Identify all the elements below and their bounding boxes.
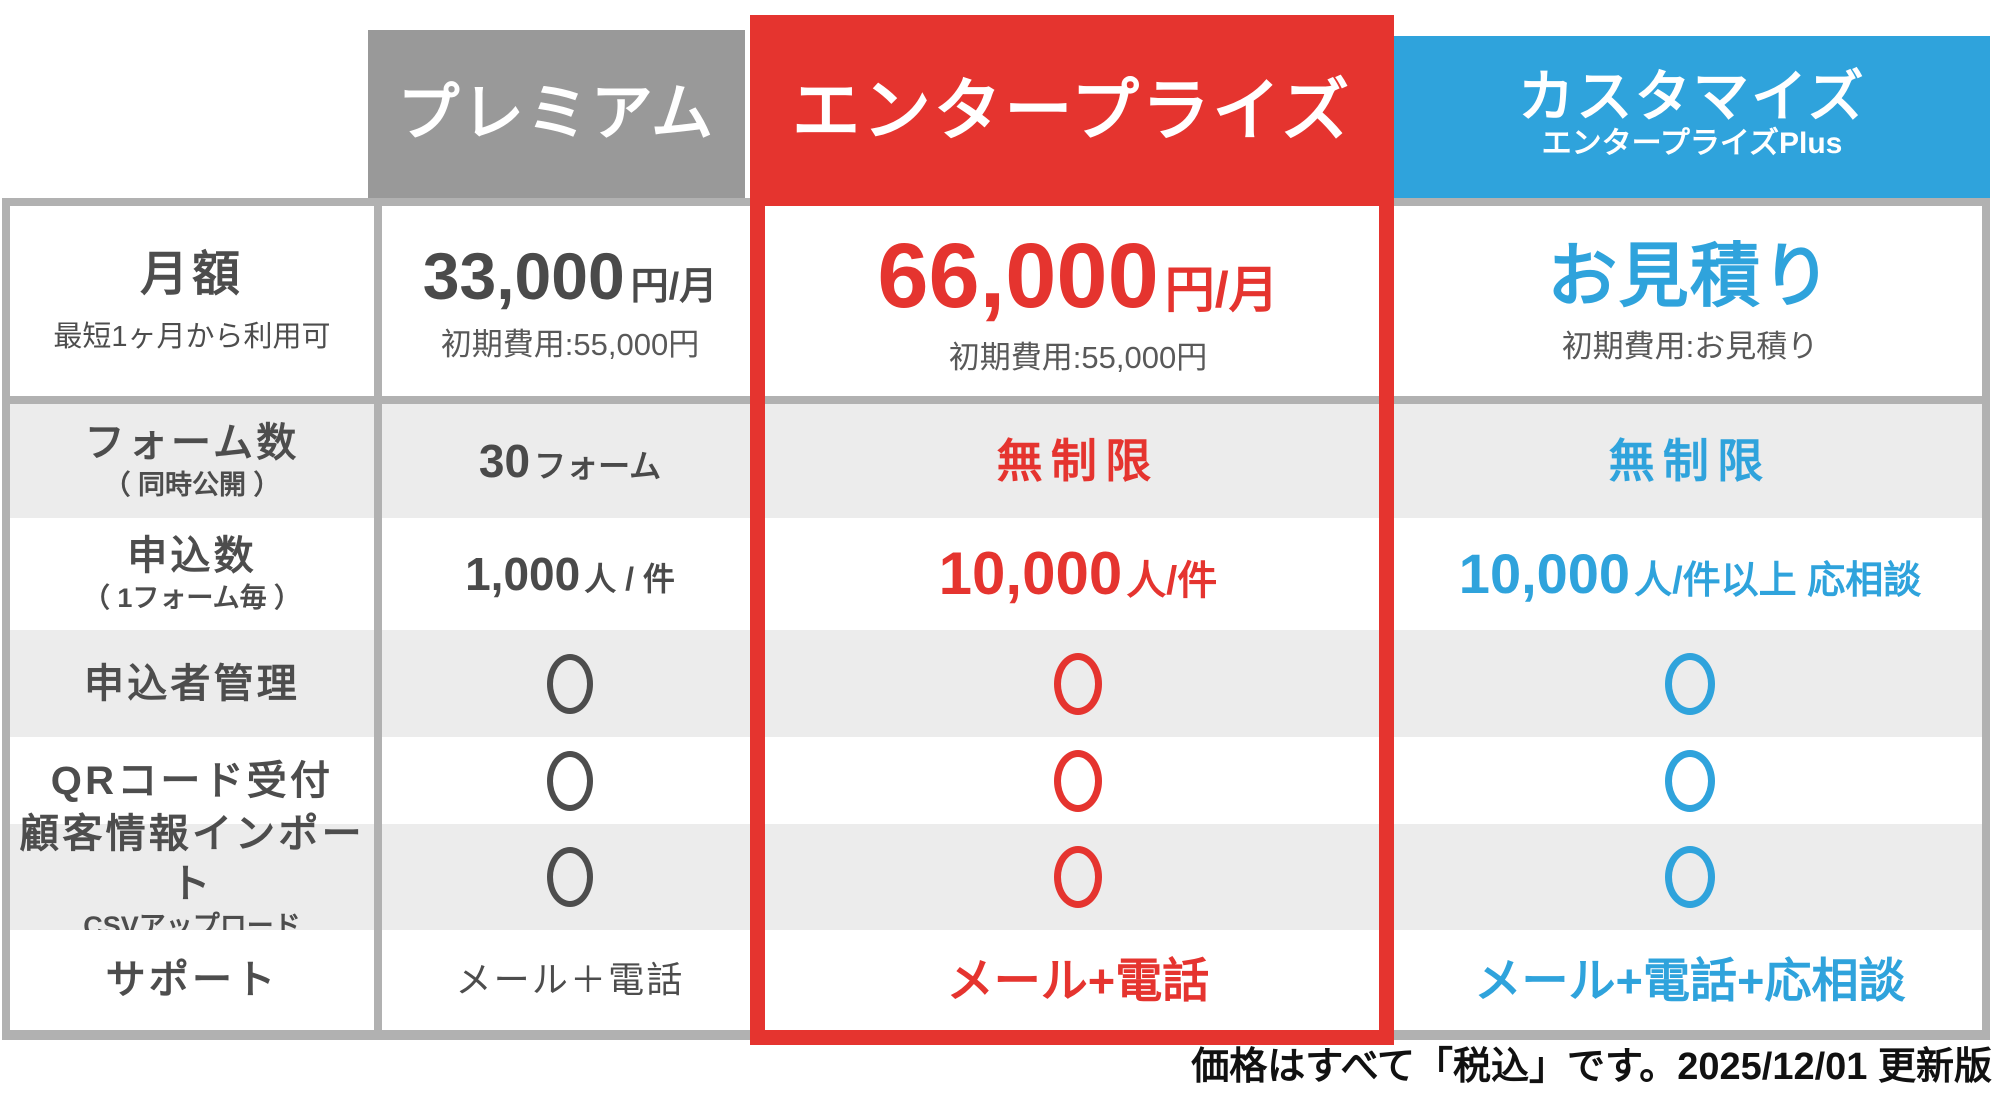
premium-setup-fee: 初期費用:55,000円 (440, 326, 700, 362)
management-cell-enterprise (758, 630, 1398, 737)
row-label-applications: 申込数 （ 1フォーム毎 ） (10, 518, 382, 630)
price-cell-customize: お見積り 初期費用:お見積り (1398, 206, 1982, 404)
plan-name-customize: カスタマイズ (1518, 65, 1866, 128)
forms-cell-enterprise: 無制限 (758, 404, 1398, 518)
customize-applications-unit: 人/件以上 応相談 (1634, 560, 1922, 602)
included-circle-icon (547, 847, 593, 907)
qr-cell-enterprise (758, 737, 1398, 824)
customize-price-amount: お見積り (1547, 236, 1833, 315)
row-label-support: サポート (10, 930, 382, 1030)
customize-support-value: メール+電話+応相談 (1474, 953, 1906, 1007)
monthly-price-label: 月額 (140, 248, 244, 302)
forms-label: フォーム数 (84, 421, 300, 466)
row-label-qr: QRコード受付 (10, 737, 382, 824)
included-circle-icon (547, 653, 593, 714)
row-label-forms: フォーム数 （ 同時公開 ） (10, 404, 382, 518)
enterprise-applications-unit: 人/件 (1126, 559, 1218, 603)
import-cell-customize (1398, 824, 1982, 930)
management-label: 申込者管理 (84, 661, 300, 706)
qr-cell-premium (382, 737, 758, 824)
applications-cell-customize: 10,000 人/件以上 応相談 (1398, 518, 1982, 630)
plan-subtitle-customize: エンタープライズPlus (1541, 127, 1843, 160)
import-label: 顧客情報インポート (19, 812, 365, 907)
included-circle-icon (547, 750, 593, 811)
forms-sublabel: （ 同時公開 ） (103, 470, 281, 501)
premium-price-amount: 33,000 (422, 238, 625, 313)
qr-cell-customize (1398, 737, 1982, 824)
support-label: サポート (105, 958, 279, 1002)
premium-price-unit: 円/月 (630, 265, 718, 308)
plan-table: 月額 最短1ヶ月から利用可 33,000 円/月 初期費用:55,000円 66… (2, 198, 1990, 1040)
qr-label: QRコード受付 (50, 758, 334, 803)
premium-support-value: メール＋電話 (455, 959, 685, 1000)
plan-name-premium: プレミアム (397, 79, 716, 148)
customize-setup-fee: 初期費用:お見積り (1561, 328, 1819, 364)
premium-forms-count: 30 (478, 435, 531, 487)
premium-applications-count: 1,000 (465, 548, 581, 600)
plan-header-enterprise: エンタープライズ (750, 15, 1394, 206)
row-label-management: 申込者管理 (10, 630, 382, 737)
price-cell-enterprise: 66,000 円/月 初期費用:55,000円 (758, 206, 1398, 404)
premium-applications-unit: 人 / 件 (584, 561, 675, 597)
included-circle-icon (1665, 846, 1715, 908)
enterprise-setup-fee: 初期費用:55,000円 (948, 339, 1208, 375)
applications-cell-premium: 1,000 人 / 件 (382, 518, 758, 630)
support-cell-enterprise: メール+電話 (758, 930, 1398, 1030)
included-circle-icon (1054, 846, 1102, 908)
import-cell-enterprise (758, 824, 1398, 930)
enterprise-support-value: メール+電話 (946, 953, 1210, 1007)
applications-cell-enterprise: 10,000 人/件 (758, 518, 1398, 630)
customize-applications-count: 10,000 (1458, 542, 1631, 605)
enterprise-price-amount: 66,000 (877, 224, 1159, 327)
enterprise-forms-value: 無制限 (996, 435, 1160, 487)
forms-cell-premium: 30 フォーム (382, 404, 758, 518)
included-circle-icon (1054, 749, 1102, 812)
management-cell-customize (1398, 630, 1982, 737)
support-cell-premium: メール＋電話 (382, 930, 758, 1030)
included-circle-icon (1665, 652, 1715, 715)
plan-header-customize: カスタマイズ エンタープライズPlus (1394, 36, 1990, 198)
customize-forms-value: 無制限 (1608, 435, 1772, 487)
plan-header-premium: プレミアム (368, 30, 745, 198)
included-circle-icon (1665, 749, 1715, 812)
enterprise-price-unit: 円/月 (1164, 261, 1279, 318)
price-cell-premium: 33,000 円/月 初期費用:55,000円 (382, 206, 758, 404)
management-cell-premium (382, 630, 758, 737)
row-label-import: 顧客情報インポート CSVアップロード (10, 812, 382, 941)
row-label-monthly-price: 月額 最短1ヶ月から利用可 (10, 206, 382, 404)
included-circle-icon (1054, 652, 1102, 715)
enterprise-applications-count: 10,000 (938, 540, 1123, 607)
applications-label: 申込数 (127, 534, 257, 579)
support-cell-customize: メール+電話+応相談 (1398, 930, 1982, 1030)
tax-note: 価格はすべて「税込」です。2025/12/01 更新版 (1191, 1046, 1992, 1088)
monthly-price-sublabel: 最短1ヶ月から利用可 (53, 321, 331, 354)
import-cell-premium (382, 824, 758, 930)
premium-forms-unit: フォーム (534, 448, 662, 484)
forms-cell-customize: 無制限 (1398, 404, 1982, 518)
applications-sublabel: （ 1フォーム毎 ） (82, 583, 302, 614)
plan-name-enterprise: エンタープライズ (792, 72, 1352, 149)
